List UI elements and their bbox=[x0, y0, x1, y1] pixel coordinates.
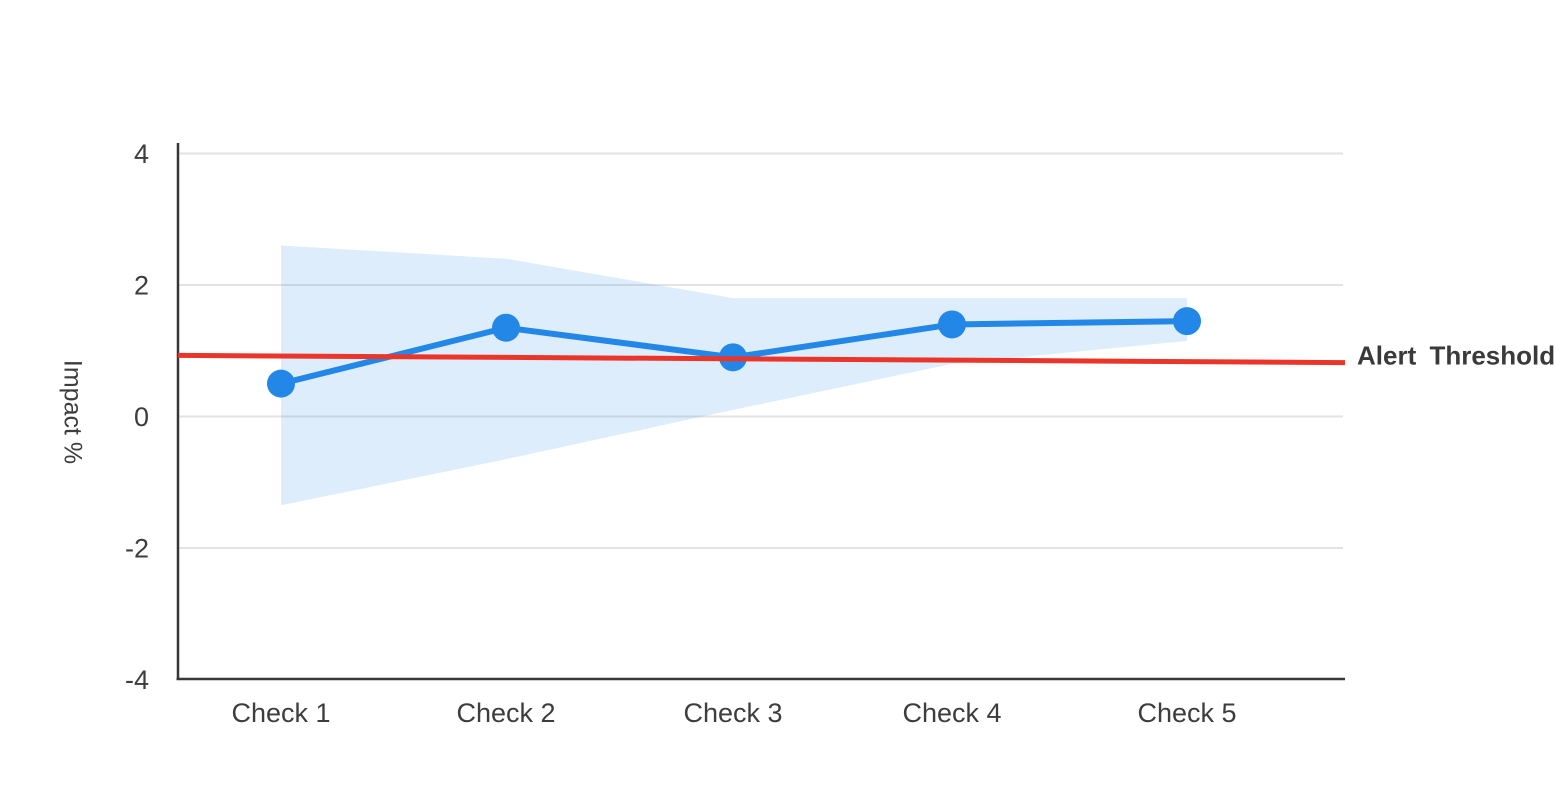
x-tick-label: Check 5 bbox=[1137, 698, 1236, 728]
y-tick-label: 4 bbox=[134, 139, 149, 169]
x-tick-label: Check 1 bbox=[231, 698, 330, 728]
data-point bbox=[492, 313, 520, 342]
y-tick-label: -4 bbox=[125, 665, 149, 695]
x-tick-label: Check 3 bbox=[683, 698, 782, 728]
data-point bbox=[938, 310, 966, 339]
data-point bbox=[1173, 307, 1201, 336]
y-tick-label: 2 bbox=[134, 271, 149, 301]
alert-threshold-line bbox=[177, 352, 1346, 366]
data-point bbox=[267, 369, 295, 398]
confidence-band bbox=[281, 245, 1187, 506]
y-tick-label: 0 bbox=[134, 402, 149, 432]
x-tick-label: Check 4 bbox=[902, 698, 1001, 728]
y-tick-label: -2 bbox=[125, 534, 149, 564]
y-axis-label: Impact % bbox=[58, 359, 87, 465]
alert-threshold-label: Alert Threshold bbox=[1357, 340, 1556, 371]
x-tick-label: Check 2 bbox=[456, 698, 555, 728]
